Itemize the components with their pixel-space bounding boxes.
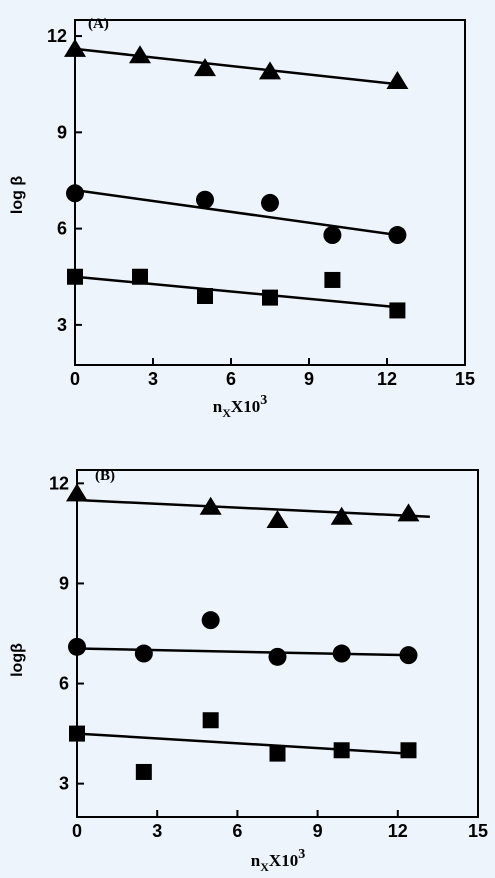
x-tick-label: 15 [455,369,475,389]
square-marker [67,269,83,285]
x-tick-label: 12 [377,369,397,389]
x-tick-label: 15 [468,821,488,841]
square-marker [197,288,213,304]
circle-marker [202,611,220,629]
x-axis-label: nXX103 [213,393,267,420]
x-tick-label: 9 [313,821,323,841]
circle-marker [261,194,279,212]
y-tick-label: 12 [47,26,67,46]
fit-line [75,190,397,235]
x-tick-label: 12 [388,821,408,841]
y-tick-label: 3 [57,315,67,335]
triangle-marker [331,507,353,525]
circle-marker [68,638,86,656]
x-axis-label-part: X10 [231,397,260,416]
panel-label: (A) [88,16,109,32]
square-marker [400,742,416,758]
fit-line [77,734,408,754]
square-marker [334,742,350,758]
y-tick-label: 6 [59,674,69,694]
x-tick-label: 6 [232,821,242,841]
square-marker [324,272,340,288]
square-marker [270,746,286,762]
square-marker [136,764,152,780]
fit-line [77,500,430,517]
y-axis-label: logβ [9,643,26,677]
triangle-marker [267,510,289,528]
x-tick-label: 9 [304,369,314,389]
circle-marker [399,646,417,664]
x-axis-label: nXX103 [251,847,305,874]
triangle-marker [64,39,86,57]
x-tick-label: 6 [226,369,236,389]
circle-marker [135,645,153,663]
y-tick-label: 9 [57,122,67,142]
circle-marker [269,648,287,666]
triangle-marker [397,503,419,521]
circle-marker [323,226,341,244]
y-tick-label: 3 [59,774,69,794]
triangle-marker [66,483,88,501]
x-axis-label-part: X [222,406,231,420]
x-axis-label-part: 3 [298,847,305,862]
triangle-marker [386,71,408,89]
x-tick-label: 0 [72,821,82,841]
x-tick-label: 3 [148,369,158,389]
circle-marker [333,645,351,663]
y-tick-label: 12 [49,473,69,493]
panel-label: (B) [95,468,115,484]
fit-line [75,49,397,84]
figure: (A)log βnXX1033691203691215(B)logβnXX103… [0,0,495,878]
y-tick-label: 6 [57,219,67,239]
y-axis-label: log β [9,176,26,214]
square-marker [389,302,405,318]
x-axis-label-part: 3 [260,393,267,408]
x-tick-label: 3 [152,821,162,841]
x-axis-label-part: X [260,860,269,874]
x-axis-label-part: X10 [269,851,298,870]
square-marker [262,290,278,306]
square-marker [132,269,148,285]
y-tick-label: 9 [59,573,69,593]
fit-line [77,649,408,656]
x-tick-label: 0 [70,369,80,389]
triangle-marker [194,58,216,76]
circle-marker [388,226,406,244]
square-marker [203,712,219,728]
circle-marker [66,184,84,202]
fit-line [75,277,397,307]
square-marker [69,726,85,742]
circle-marker [196,191,214,209]
